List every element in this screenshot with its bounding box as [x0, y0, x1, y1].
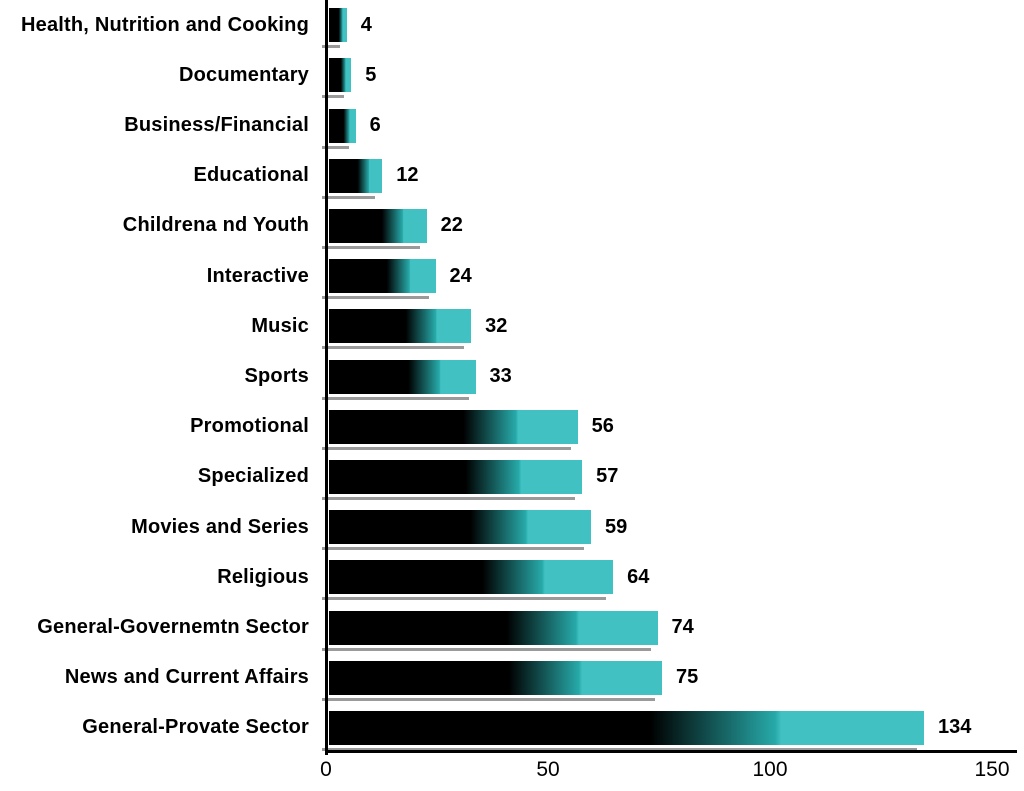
chart-row: General-Governemtn Sector 74	[0, 602, 1024, 652]
value-label: 5	[365, 63, 377, 86]
value-label: 75	[676, 666, 699, 689]
category-label: Childrena nd Youth	[122, 214, 309, 237]
category-label: Specialized	[197, 465, 309, 488]
chart-row: Documentary 5	[0, 50, 1024, 100]
chart-row: Movies and Series 59	[0, 502, 1024, 552]
category-label: Promotional	[190, 415, 309, 438]
bar	[321, 560, 614, 601]
chart-row: Educational 12	[0, 151, 1024, 201]
category-label: Sports	[244, 365, 309, 388]
chart-row: Promotional 56	[0, 402, 1024, 452]
bar-track: 4	[322, 0, 995, 50]
x-axis-tick-label: 0	[320, 758, 332, 781]
value-label: 32	[485, 314, 508, 337]
value-label: 22	[440, 214, 463, 237]
value-label: 6	[369, 114, 381, 136]
chart-row: General-Provate Sector 134	[0, 703, 1024, 753]
bar	[322, 610, 658, 651]
bar	[322, 8, 347, 49]
chart-row: Health, Nutrition and Cooking 4	[0, 0, 1024, 50]
bar-track: 64	[321, 552, 995, 602]
x-axis-tick-label: 50	[536, 758, 560, 781]
value-label: 12	[396, 164, 419, 187]
value-label: 64	[627, 565, 650, 588]
bar-track: 59	[322, 502, 995, 552]
category-label: Movies and Series	[131, 515, 309, 538]
bar-track: 74	[322, 602, 995, 652]
value-label: 134	[937, 716, 972, 739]
category-label: Business/Financial	[124, 114, 309, 136]
bar	[322, 510, 591, 551]
chart-row: Sports 33	[0, 351, 1024, 401]
y-axis-line	[325, 0, 328, 755]
bar	[322, 409, 578, 450]
category-label: General-Governemtn Sector	[37, 616, 309, 639]
category-label: Music	[251, 314, 309, 337]
chart-row: News and Current Affairs 75	[0, 653, 1024, 703]
bar	[321, 309, 472, 350]
bar	[321, 158, 383, 199]
category-label: General-Provate Sector	[82, 716, 309, 739]
x-axis-tick-label: 100	[752, 758, 788, 781]
bar	[322, 660, 662, 701]
category-label: Educational	[193, 164, 309, 187]
bar-track: 6	[322, 100, 995, 150]
value-label: 74	[671, 616, 694, 639]
bar-track: 24	[322, 251, 995, 301]
chart-rows: Health, Nutrition and Cooking 4 Documentar…	[0, 0, 1024, 753]
chart-row: Specialized 57	[0, 452, 1024, 502]
bar	[322, 259, 436, 300]
chart-row: Interactive 24	[0, 251, 1024, 301]
category-label: Health, Nutrition and Cooking	[20, 13, 309, 36]
chart-row: Business/Financial 6	[0, 100, 1024, 150]
bar	[322, 710, 924, 751]
bar-track: 32	[321, 301, 995, 351]
bar-track: 12	[321, 151, 995, 201]
value-label: 57	[596, 465, 619, 488]
bar	[321, 58, 352, 99]
bar-track: 56	[322, 402, 995, 452]
value-label: 33	[489, 365, 512, 388]
category-label: Documentary	[178, 63, 309, 86]
bar-track: 57	[321, 452, 995, 502]
x-axis-line	[325, 750, 1017, 753]
bar-track: 5	[321, 50, 995, 100]
value-label: 59	[604, 515, 628, 538]
bar	[322, 108, 356, 149]
x-axis-tick-label: 150	[974, 758, 1010, 781]
value-label: 56	[591, 415, 614, 438]
bar	[321, 459, 583, 500]
bar-track: 75	[322, 653, 995, 703]
bar	[322, 208, 427, 249]
category-label: Religious	[217, 565, 309, 588]
bar	[322, 359, 476, 400]
bar-track: 22	[322, 201, 995, 251]
value-label: 4	[360, 13, 372, 36]
category-label: Interactive	[206, 264, 309, 287]
chart-row: Music 32	[0, 301, 1024, 351]
value-label: 24	[449, 264, 472, 287]
bar-track: 33	[322, 351, 995, 401]
category-label: News and Current Affairs	[64, 666, 309, 689]
bar-track: 134	[322, 703, 995, 753]
chart-row: Childrena nd Youth 22	[0, 201, 1024, 251]
chart-row: Religious 64	[0, 552, 1024, 602]
